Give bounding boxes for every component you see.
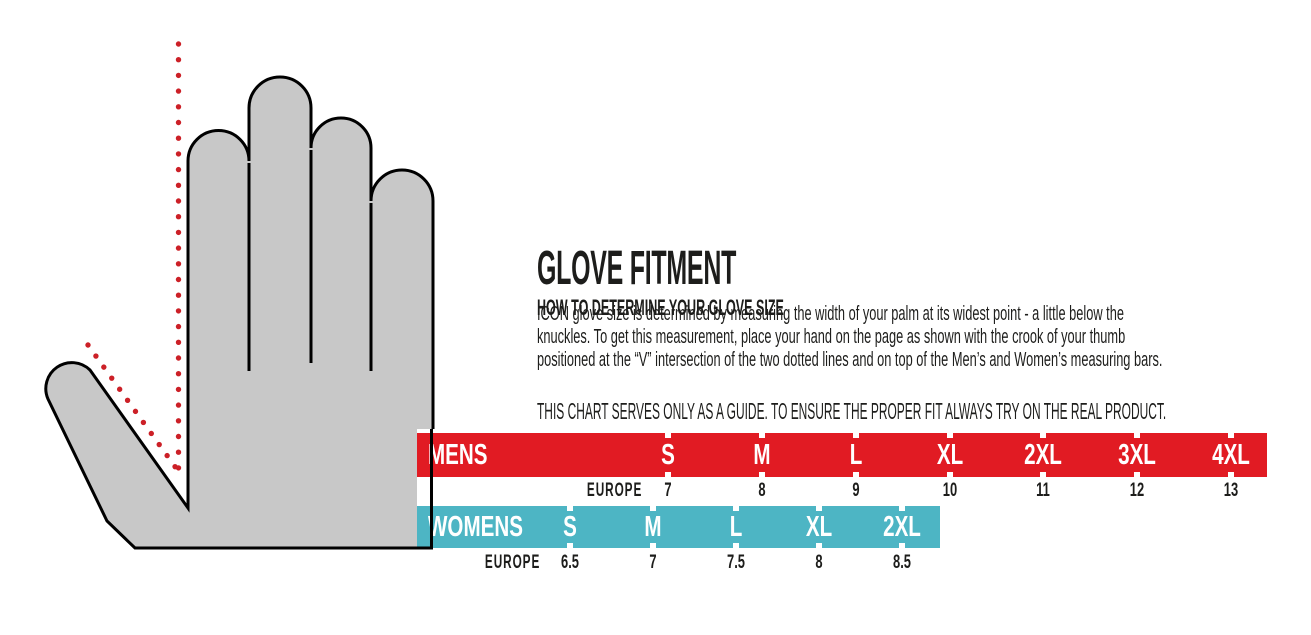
womens-ruler-tick	[650, 543, 656, 548]
mens-europe-value: 9	[852, 480, 860, 501]
womens-europe-value: 8	[815, 552, 823, 573]
womens-ruler-tick	[567, 506, 573, 511]
womens-size-label-2xl: 2XL	[883, 511, 921, 543]
guide-disclaimer: THIS CHART SERVES ONLY AS A GUIDE. TO EN…	[537, 398, 1167, 424]
womens-ruler-tick	[733, 506, 739, 511]
womens-ruler-tick	[899, 506, 905, 511]
womens-europe-value: 7	[649, 552, 657, 573]
womens-size-label-l: L	[729, 511, 743, 543]
womens-ruler-tick	[816, 506, 822, 511]
womens-size-label-s: S	[563, 511, 577, 543]
mens-size-label-s: S	[661, 439, 675, 471]
mens-europe-value: 12	[1129, 480, 1145, 501]
womens-europe-value: 8.5	[893, 552, 911, 573]
mens-ruler-tick	[853, 433, 859, 438]
womens-bar-label: WOMENS	[428, 511, 523, 543]
instructions-line-2: knuckles. To get this measurement, place…	[537, 326, 1126, 348]
womens-europe-value: 7.5	[727, 552, 745, 573]
womens-size-bar: WOMENS S M L XL 2XL	[417, 506, 940, 548]
mens-ruler-tick	[1134, 472, 1140, 477]
womens-size-label-xl: XL	[805, 511, 833, 543]
finger-separator-lines	[247, 150, 373, 371]
mens-europe-value: 7	[664, 480, 672, 501]
mens-size-label-2xl: 2XL	[1024, 439, 1062, 471]
womens-size-label-m: M	[644, 511, 662, 543]
mens-ruler-tick	[665, 472, 671, 477]
page-title: GLOVE FITMENT	[537, 242, 737, 296]
mens-europe-row: EUROPE 7 8 9 10 11 12 13	[0, 480, 1311, 502]
mens-ruler-tick	[1228, 433, 1234, 438]
mens-ruler-tick	[947, 472, 953, 477]
instructions-paragraph: ICON glove size is determined by measuri…	[537, 303, 1162, 372]
mens-ruler-tick	[853, 472, 859, 477]
womens-ruler-tick	[899, 543, 905, 548]
mens-ruler-tick	[759, 433, 765, 438]
mens-size-label-xl: XL	[936, 439, 964, 471]
hand-silhouette	[44, 75, 435, 550]
section-subtitle: HOW TO DETERMINE YOUR GLOVE SIZE	[537, 295, 784, 321]
instructions-line-1: ICON glove size is determined by measuri…	[537, 303, 1124, 325]
mens-ruler-tick	[1134, 433, 1140, 438]
mens-ruler-tick	[1228, 472, 1234, 477]
mens-europe-value: 13	[1223, 480, 1239, 501]
mens-size-label-l: L	[849, 439, 863, 471]
mens-europe-value: 10	[942, 480, 958, 501]
womens-ruler-tick	[650, 506, 656, 511]
mens-size-label-4xl: 4XL	[1212, 439, 1250, 471]
mens-size-label-3xl: 3XL	[1118, 439, 1156, 471]
womens-ruler-tick	[733, 543, 739, 548]
womens-europe-value: 6.5	[561, 552, 579, 573]
mens-europe-value: 8	[758, 480, 766, 501]
mens-ruler-tick	[1040, 472, 1046, 477]
womens-europe-label: EUROPE	[484, 552, 540, 573]
womens-ruler-tick	[567, 543, 573, 548]
mens-ruler-tick	[665, 433, 671, 438]
mens-ruler-tick	[947, 433, 953, 438]
mens-bar-label: MENS	[428, 439, 488, 471]
diagonal-dotted-measure-line	[85, 342, 179, 471]
mens-europe-value: 11	[1036, 480, 1050, 501]
mens-size-label-m: M	[753, 439, 771, 471]
instructions-line-3: positioned at the “V” intersection of th…	[537, 349, 1163, 371]
mens-ruler-tick	[1040, 433, 1046, 438]
mens-europe-label: EUROPE	[586, 480, 642, 501]
mens-ruler-tick	[759, 472, 765, 477]
womens-ruler-tick	[816, 543, 822, 548]
mens-size-bar: MENS S M L XL 2XL 3XL 4XL	[417, 433, 1267, 477]
womens-europe-row: EUROPE 6.5 7 7.5 8 8.5	[0, 552, 1311, 574]
